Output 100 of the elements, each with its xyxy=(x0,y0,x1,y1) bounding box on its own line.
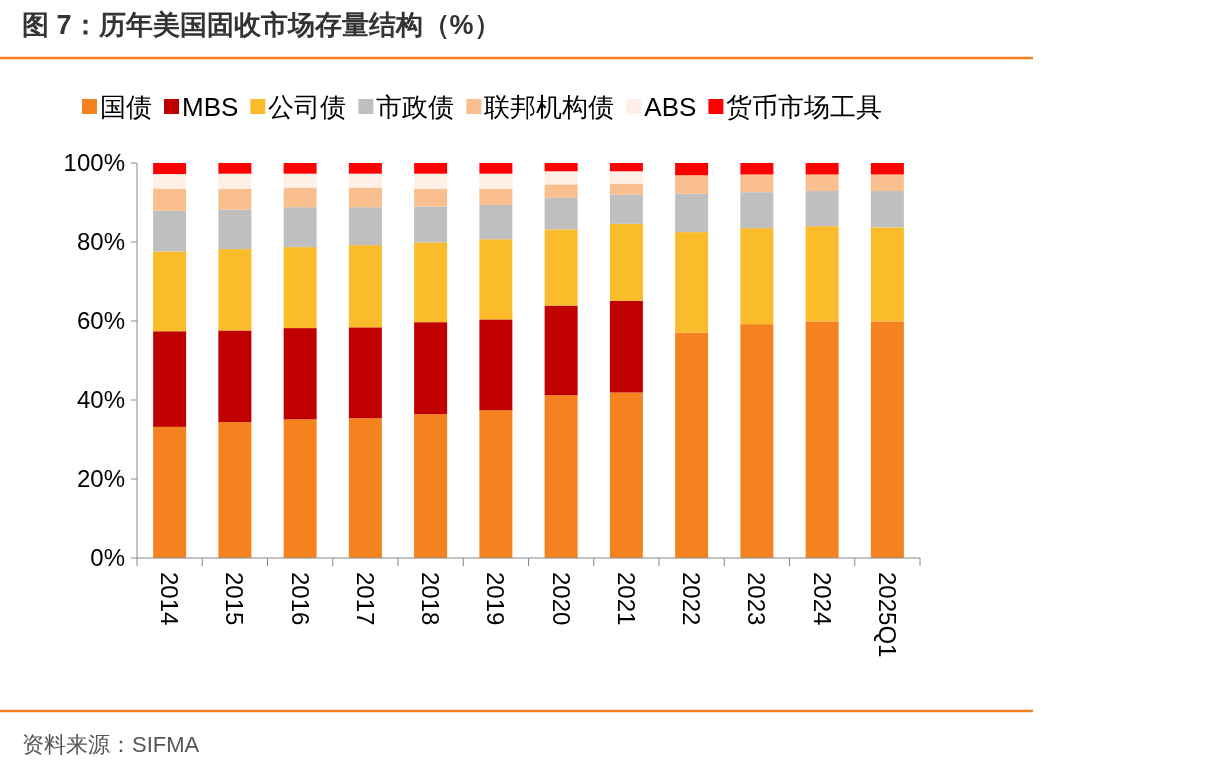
bar xyxy=(805,191,839,227)
bar xyxy=(283,163,317,174)
legend-label: 联邦机构债 xyxy=(484,92,615,122)
bar xyxy=(414,414,448,558)
bar xyxy=(348,163,382,174)
bar xyxy=(218,249,252,331)
x-tick-label: 2018 xyxy=(417,572,445,626)
x-tick-label: 2021 xyxy=(612,572,640,626)
bar xyxy=(870,321,904,558)
legend-label: MBS xyxy=(182,92,239,122)
bar xyxy=(740,174,774,193)
bar xyxy=(218,163,252,174)
bar xyxy=(609,300,643,393)
bar xyxy=(153,188,187,211)
bar xyxy=(544,305,578,396)
bar xyxy=(218,330,252,423)
bar xyxy=(218,188,252,210)
x-tick-label: 2022 xyxy=(678,572,706,626)
bar xyxy=(348,245,382,328)
y-tick-label: 0% xyxy=(90,544,125,571)
bar xyxy=(479,204,513,240)
bar xyxy=(153,163,187,175)
bar xyxy=(609,163,643,172)
bar xyxy=(479,188,513,205)
bar xyxy=(609,223,643,301)
bar xyxy=(348,327,382,419)
bar xyxy=(544,163,578,172)
bar xyxy=(544,184,578,198)
bar xyxy=(414,173,448,189)
bar xyxy=(414,188,448,207)
y-tick-label: 100% xyxy=(63,149,125,176)
bar xyxy=(870,163,904,175)
x-tick-label: 2020 xyxy=(547,572,575,626)
bar xyxy=(479,163,513,174)
bar xyxy=(609,171,643,184)
bar xyxy=(348,187,382,208)
bar xyxy=(153,331,187,427)
legend-label: ABS xyxy=(644,92,697,122)
x-tick-label: 2023 xyxy=(743,572,771,626)
bar xyxy=(479,410,513,558)
x-tick-label: 2024 xyxy=(808,572,836,626)
bar xyxy=(283,173,317,188)
y-tick-label: 80% xyxy=(76,228,125,255)
bar xyxy=(283,328,317,420)
legend-label: 公司债 xyxy=(268,92,347,122)
bar xyxy=(283,247,317,329)
bar xyxy=(740,163,774,175)
bar xyxy=(479,173,513,189)
x-tick-label: 2025Q1 xyxy=(873,572,901,658)
y-tick-label: 60% xyxy=(76,307,125,334)
bar xyxy=(544,171,578,185)
bar xyxy=(675,332,709,558)
bar xyxy=(348,173,382,188)
bar xyxy=(609,392,643,558)
bar xyxy=(870,191,904,228)
bar xyxy=(153,426,187,558)
bar xyxy=(870,174,904,192)
bar xyxy=(805,163,839,175)
y-tick-label: 40% xyxy=(76,386,125,413)
bar xyxy=(544,229,578,306)
bar xyxy=(870,227,904,322)
bar xyxy=(675,232,709,333)
bar xyxy=(283,187,317,208)
bar xyxy=(740,228,774,325)
chart-title: 图 7：历年美国固收市场存量结构（%） xyxy=(22,10,501,40)
bar xyxy=(153,210,187,252)
bar xyxy=(414,242,448,323)
bar xyxy=(740,192,774,229)
y-tick-label: 20% xyxy=(76,465,125,492)
bar xyxy=(414,163,448,174)
bar xyxy=(609,183,643,195)
bar xyxy=(544,197,578,230)
bar xyxy=(218,209,252,250)
legend-label: 货币市场工具 xyxy=(726,92,883,122)
bar xyxy=(218,173,252,189)
x-tick-label: 2015 xyxy=(221,572,249,626)
bar xyxy=(479,319,513,411)
bar xyxy=(414,322,448,415)
bar xyxy=(740,324,774,558)
bar xyxy=(348,418,382,558)
x-tick-label: 2016 xyxy=(286,572,314,626)
bar xyxy=(153,251,187,332)
text: 资料来源：SIFMA xyxy=(22,732,200,757)
bar xyxy=(479,239,513,320)
bar xyxy=(675,163,709,176)
legend-label: 市政债 xyxy=(376,92,455,122)
bar xyxy=(675,193,709,233)
legend-label: 国债 xyxy=(100,92,152,122)
bar xyxy=(153,174,187,189)
x-tick-label: 2014 xyxy=(156,572,184,626)
bar xyxy=(675,175,709,194)
bar xyxy=(348,207,382,246)
bar xyxy=(218,422,252,558)
bar xyxy=(414,206,448,243)
bar xyxy=(544,395,578,558)
x-tick-label: 2017 xyxy=(351,572,379,626)
bar xyxy=(805,321,839,558)
bar xyxy=(805,226,839,322)
bar xyxy=(805,174,839,192)
bar xyxy=(283,419,317,558)
